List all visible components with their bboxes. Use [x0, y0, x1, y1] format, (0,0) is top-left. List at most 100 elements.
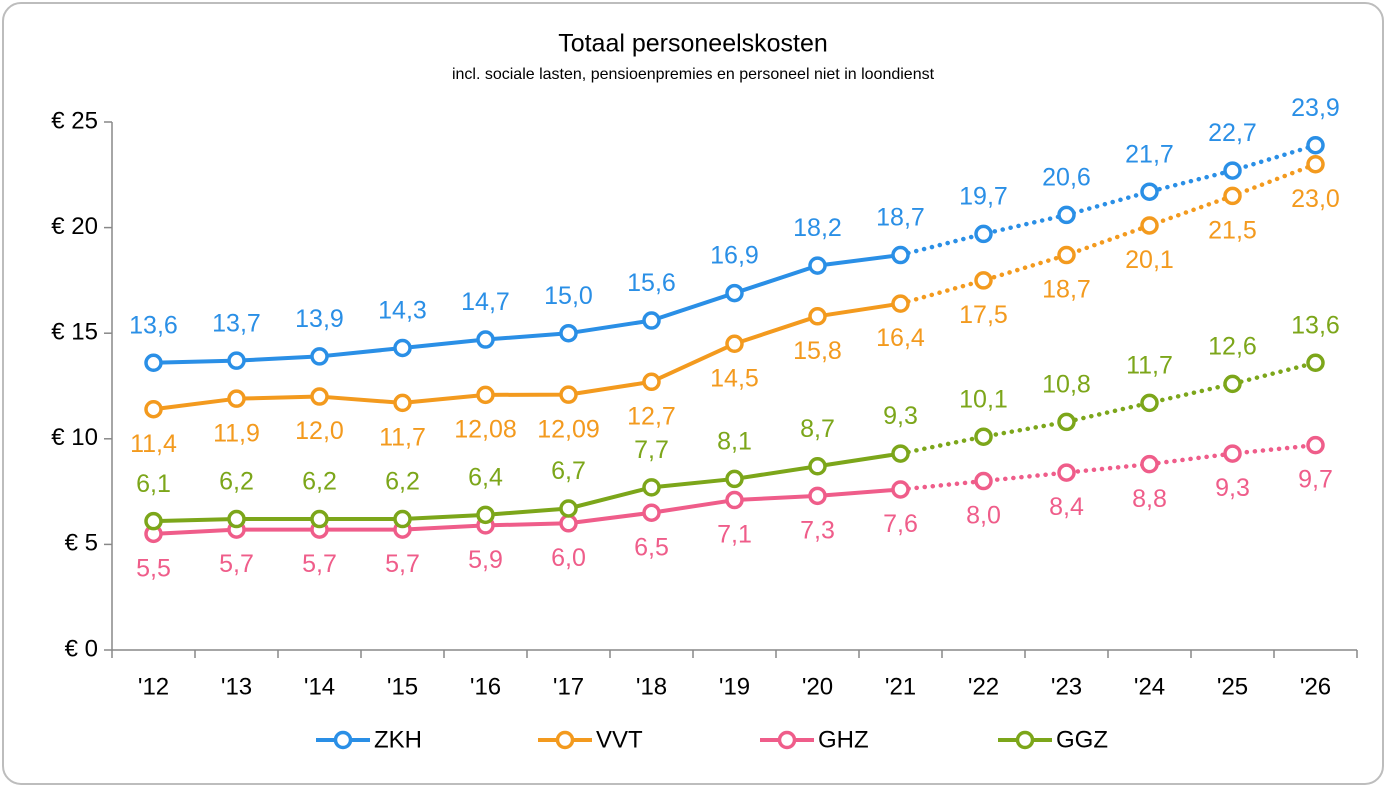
data-label: 15,6 — [627, 269, 676, 297]
data-label: 11,7 — [379, 424, 426, 452]
x-tick-label: '13 — [221, 673, 252, 700]
data-point — [476, 385, 495, 405]
data-point — [1057, 245, 1076, 265]
data-point — [393, 338, 412, 358]
data-point — [559, 323, 578, 343]
data-label: 18,7 — [1042, 276, 1091, 304]
data-label: 8,7 — [800, 415, 835, 443]
data-label: 12,6 — [1208, 332, 1257, 360]
series-line-dotted — [898, 142, 1318, 258]
data-point — [808, 307, 827, 326]
legend-label: ZKH — [374, 726, 422, 753]
data-label: 5,9 — [468, 546, 503, 574]
data-label: 6,1 — [136, 470, 171, 498]
data-point — [1306, 353, 1325, 373]
data-point — [227, 389, 246, 408]
data-point — [891, 444, 910, 463]
data-label: 13,9 — [295, 305, 344, 333]
data-label: 11,4 — [130, 430, 177, 458]
data-label: 7,3 — [800, 516, 835, 544]
data-point — [1223, 161, 1242, 180]
data-point — [642, 478, 661, 497]
data-label: 18,7 — [876, 204, 925, 232]
series-line-dotted — [898, 442, 1318, 492]
data-label: 6,2 — [219, 468, 254, 496]
data-label: 16,4 — [876, 324, 925, 352]
data-point — [725, 469, 744, 489]
data-label: 14,3 — [378, 297, 427, 325]
data-point — [1140, 393, 1159, 413]
x-tick-label: '25 — [1217, 673, 1248, 700]
data-point — [642, 503, 661, 522]
legend-marker — [333, 730, 353, 750]
data-label: 12,0 — [295, 417, 344, 445]
y-tick-label: € 0 — [65, 635, 98, 662]
series-line — [153, 253, 901, 365]
data-point — [559, 514, 578, 533]
data-point — [476, 330, 495, 349]
x-tick-label: '15 — [387, 673, 418, 700]
data-point — [1223, 374, 1242, 394]
x-tick-label: '16 — [470, 673, 501, 700]
data-point — [144, 353, 163, 373]
data-point — [1057, 412, 1076, 432]
x-tick-label: '22 — [968, 673, 999, 700]
legend-label: VVT — [596, 726, 643, 753]
data-label: 13,6 — [1291, 311, 1340, 339]
series-line — [153, 487, 901, 536]
data-label: 12,7 — [627, 402, 676, 430]
data-label: 11,9 — [213, 419, 260, 447]
data-point — [227, 351, 246, 370]
data-label: 5,7 — [219, 550, 254, 578]
data-point — [227, 509, 246, 529]
data-point — [310, 387, 329, 406]
data-label: 7,7 — [634, 436, 669, 464]
data-point — [808, 457, 827, 476]
data-label: 15,0 — [544, 282, 593, 310]
data-label: 7,6 — [883, 510, 918, 538]
data-label: 13,6 — [129, 311, 178, 339]
x-tick-label: '26 — [1300, 673, 1331, 700]
data-label: 9,7 — [1298, 466, 1333, 494]
data-point — [559, 499, 578, 518]
data-point — [725, 334, 744, 354]
x-tick-label: '20 — [802, 673, 833, 700]
data-label: 5,7 — [385, 550, 420, 578]
data-point — [1223, 444, 1242, 463]
data-point — [144, 399, 163, 419]
data-label: 7,1 — [717, 521, 752, 549]
series-line-dotted — [898, 360, 1318, 456]
chart-title: Totaal personeelskosten — [558, 30, 828, 58]
data-point — [808, 256, 827, 275]
data-point — [642, 372, 661, 392]
data-point — [393, 509, 412, 529]
data-label: 20,6 — [1042, 164, 1091, 192]
data-point — [310, 347, 329, 366]
data-point — [1140, 216, 1159, 235]
data-label: 6,2 — [302, 468, 337, 496]
y-tick-label: € 15 — [51, 319, 98, 346]
data-label: 9,3 — [1215, 474, 1250, 502]
legend-marker — [777, 730, 797, 750]
data-label: 21,5 — [1208, 217, 1257, 245]
data-point — [808, 486, 827, 506]
data-label: 6,0 — [551, 544, 586, 572]
data-label: 13,7 — [212, 309, 261, 337]
data-point — [144, 511, 163, 531]
x-tick-label: '17 — [553, 673, 584, 700]
x-tick-label: '23 — [1051, 673, 1082, 700]
data-point — [1306, 154, 1325, 174]
data-label: 10,8 — [1042, 371, 1091, 399]
data-point — [1057, 463, 1076, 482]
data-label: 22,7 — [1208, 119, 1257, 147]
data-point — [974, 471, 993, 491]
data-label: 6,4 — [468, 463, 503, 491]
data-label: 14,7 — [461, 288, 510, 316]
data-label: 8,1 — [717, 428, 752, 456]
x-tick-label: '19 — [719, 673, 750, 700]
data-label: 11,7 — [1126, 352, 1173, 380]
data-label: 18,2 — [793, 214, 842, 242]
data-label: 17,5 — [959, 301, 1008, 329]
